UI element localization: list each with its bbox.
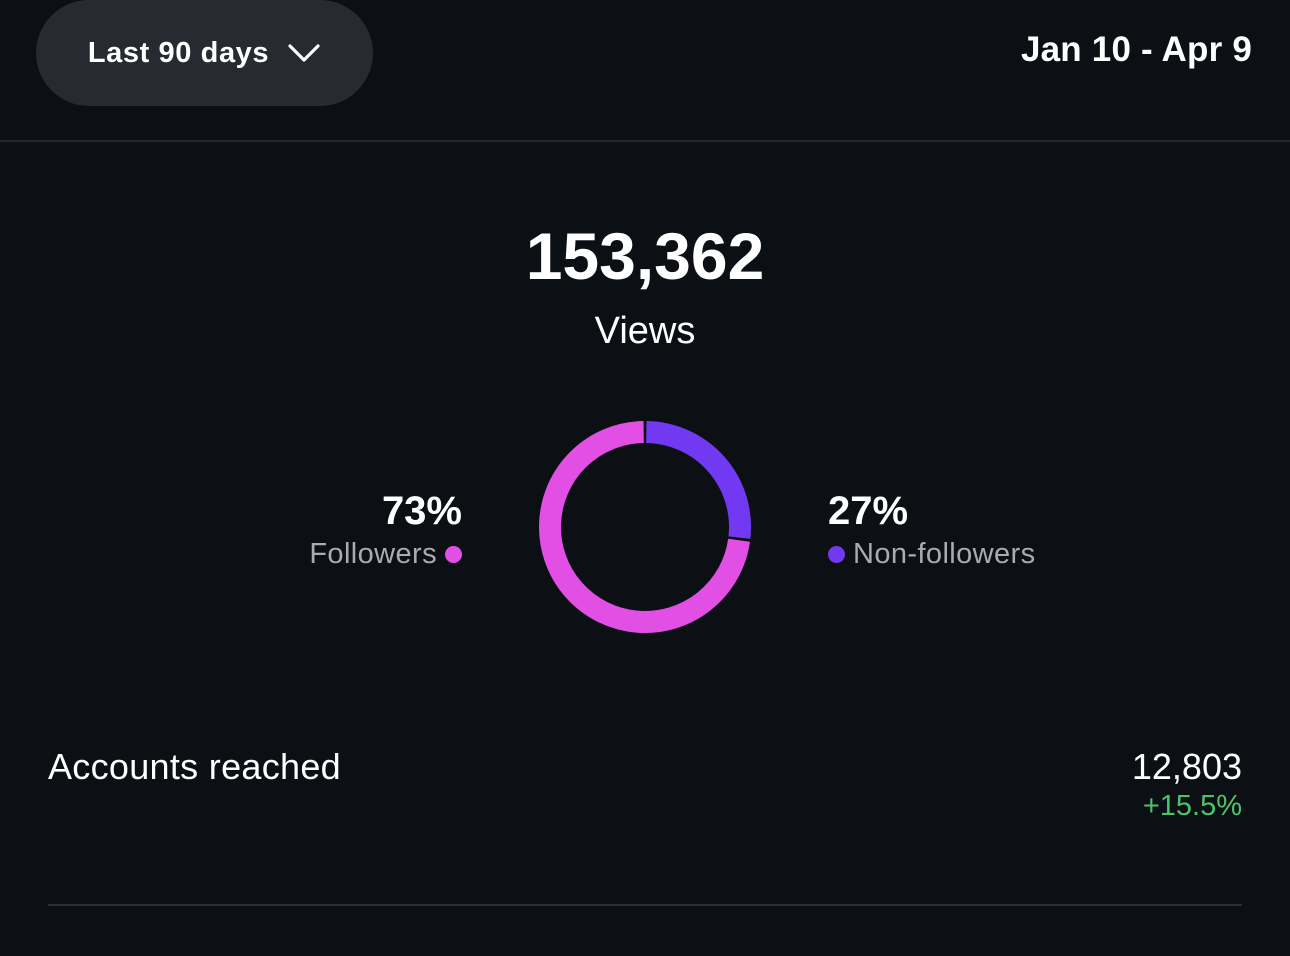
total-views-label: Views <box>594 310 696 352</box>
non-followers-dot-icon <box>828 546 845 563</box>
non-followers-legend: 27% Non-followers <box>828 488 1036 571</box>
followers-label: Followers <box>309 538 437 570</box>
non-followers-label: Non-followers <box>853 538 1036 570</box>
accounts-reached-value: 12,803 <box>1131 746 1242 787</box>
donut-slice-followers <box>539 421 750 633</box>
header-divider <box>0 140 1290 142</box>
followers-dot-icon <box>445 546 462 563</box>
accounts-reached-change: +15.5% <box>1142 790 1242 822</box>
accounts-reached-label: Accounts reached <box>48 746 341 787</box>
date-range-text: Jan 10 - Apr 9 <box>1020 30 1252 69</box>
followers-percent: 73% <box>381 489 462 533</box>
accounts-reached-row[interactable]: Accounts reached 12,803 +15.5% <box>48 742 1242 832</box>
total-views-value: 153,362 <box>525 219 765 293</box>
views-donut-chart <box>539 421 751 633</box>
date-range-dropdown[interactable]: Last 90 days <box>36 0 373 106</box>
non-followers-percent: 27% <box>828 489 909 533</box>
date-range-dropdown-label: Last 90 days <box>87 36 270 69</box>
followers-legend: 73% Followers <box>309 488 462 571</box>
donut-slice-non-followers <box>645 421 751 539</box>
chevron-down-icon <box>288 44 320 62</box>
section-divider <box>48 904 1242 906</box>
